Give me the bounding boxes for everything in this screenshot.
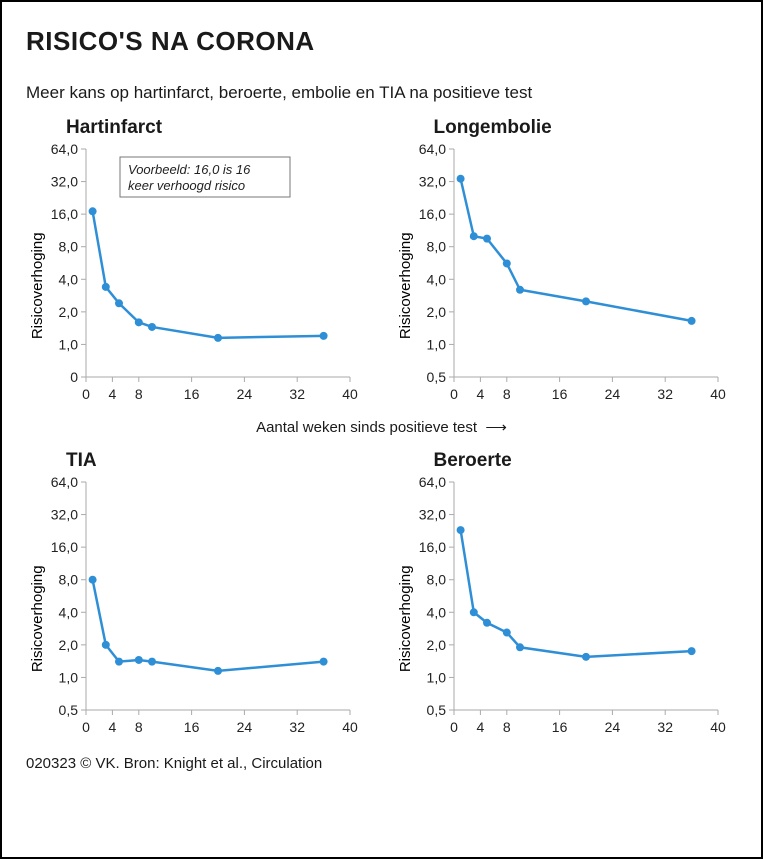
svg-text:8,0: 8,0 [59, 572, 79, 588]
svg-text:8,0: 8,0 [426, 239, 446, 255]
svg-text:Risicoverhoging: Risicoverhoging [397, 565, 414, 672]
panel-tia: TIA 0,5 1,0 2,0 4,0 8,0 16,0 32,0 64,0 0 4 8 16 24 32… [26, 450, 370, 751]
page-title: RISICO'S NA CORONA [26, 26, 737, 57]
svg-text:0,5: 0,5 [426, 702, 446, 718]
svg-text:64,0: 64,0 [418, 143, 445, 157]
svg-text:24: 24 [237, 386, 253, 402]
svg-text:1,0: 1,0 [426, 669, 446, 685]
subtitle: Meer kans op hartinfarct, beroerte, embo… [26, 83, 737, 103]
svg-text:0: 0 [82, 386, 90, 402]
svg-text:40: 40 [710, 386, 726, 402]
svg-text:32,0: 32,0 [51, 507, 78, 523]
svg-text:4: 4 [109, 719, 117, 735]
svg-text:32: 32 [289, 386, 305, 402]
svg-text:Risicoverhoging: Risicoverhoging [29, 565, 46, 672]
svg-text:0: 0 [70, 369, 78, 385]
svg-text:4,0: 4,0 [59, 271, 79, 287]
svg-text:keer verhoogd risico: keer verhoogd risico [128, 178, 245, 193]
svg-text:1,0: 1,0 [59, 336, 79, 352]
x-axis-caption: Aantal weken sinds positieve test ⟶ [26, 418, 737, 436]
panel-hartinfarct: Hartinfarct 0 1,0 2,0 4,0 8,0 16,0 32,0 64,0 0 4 8… [26, 117, 370, 418]
svg-text:24: 24 [604, 719, 620, 735]
svg-text:Voorbeeld: 16,0 is 16: Voorbeeld: 16,0 is 16 [128, 162, 251, 177]
svg-text:32,0: 32,0 [418, 507, 445, 523]
svg-text:32: 32 [657, 386, 673, 402]
svg-text:16: 16 [551, 719, 567, 735]
panel-title: Longembolie [434, 117, 738, 139]
svg-text:1,0: 1,0 [59, 669, 79, 685]
svg-text:4,0: 4,0 [59, 604, 79, 620]
svg-text:32: 32 [657, 719, 673, 735]
svg-text:0: 0 [450, 386, 458, 402]
arrow-icon: ⟶ [485, 419, 507, 436]
svg-text:24: 24 [237, 719, 253, 735]
svg-text:40: 40 [710, 719, 726, 735]
svg-text:8: 8 [135, 386, 143, 402]
svg-text:16,0: 16,0 [51, 539, 78, 555]
svg-text:8: 8 [502, 386, 510, 402]
svg-text:40: 40 [342, 719, 358, 735]
svg-text:1,0: 1,0 [426, 336, 446, 352]
svg-text:16,0: 16,0 [418, 206, 445, 222]
svg-text:0: 0 [82, 719, 90, 735]
footer-credit: 020323 © VK. Bron: Knight et al., Circul… [26, 755, 737, 772]
svg-text:32,0: 32,0 [51, 174, 78, 190]
svg-text:32,0: 32,0 [418, 174, 445, 190]
svg-text:0,5: 0,5 [426, 369, 446, 385]
svg-text:Risicoverhoging: Risicoverhoging [29, 232, 46, 339]
panel-longembolie: Longembolie 0,5 1,0 2,0 4,0 8,0 16,0 32,0 64,0 0… [394, 117, 738, 418]
svg-text:64,0: 64,0 [51, 143, 78, 157]
svg-text:2,0: 2,0 [59, 304, 79, 320]
svg-text:16,0: 16,0 [51, 206, 78, 222]
svg-text:8: 8 [135, 719, 143, 735]
svg-text:4: 4 [476, 719, 484, 735]
svg-text:8,0: 8,0 [59, 239, 79, 255]
svg-text:4: 4 [109, 386, 117, 402]
svg-text:4,0: 4,0 [426, 604, 446, 620]
svg-text:0: 0 [450, 719, 458, 735]
panel-beroerte: Beroerte 0,5 1,0 2,0 4,0 8,0 16,0 32,0 64,0 0 4 8 1… [394, 450, 738, 751]
svg-text:2,0: 2,0 [426, 304, 446, 320]
svg-text:8: 8 [502, 719, 510, 735]
svg-text:4: 4 [476, 386, 484, 402]
panel-title: Beroerte [434, 450, 738, 472]
svg-text:64,0: 64,0 [418, 476, 445, 490]
svg-text:24: 24 [604, 386, 620, 402]
svg-text:4,0: 4,0 [426, 271, 446, 287]
svg-text:0,5: 0,5 [59, 702, 79, 718]
svg-text:16: 16 [184, 719, 200, 735]
svg-text:Risicoverhoging: Risicoverhoging [397, 232, 414, 339]
svg-text:8,0: 8,0 [426, 572, 446, 588]
svg-text:2,0: 2,0 [426, 637, 446, 653]
svg-text:40: 40 [342, 386, 358, 402]
svg-text:16: 16 [551, 386, 567, 402]
svg-text:64,0: 64,0 [51, 476, 78, 490]
panel-title: Hartinfarct [66, 117, 370, 139]
svg-text:16,0: 16,0 [418, 539, 445, 555]
svg-text:32: 32 [289, 719, 305, 735]
svg-text:2,0: 2,0 [59, 637, 79, 653]
svg-text:16: 16 [184, 386, 200, 402]
panel-title: TIA [66, 450, 370, 472]
